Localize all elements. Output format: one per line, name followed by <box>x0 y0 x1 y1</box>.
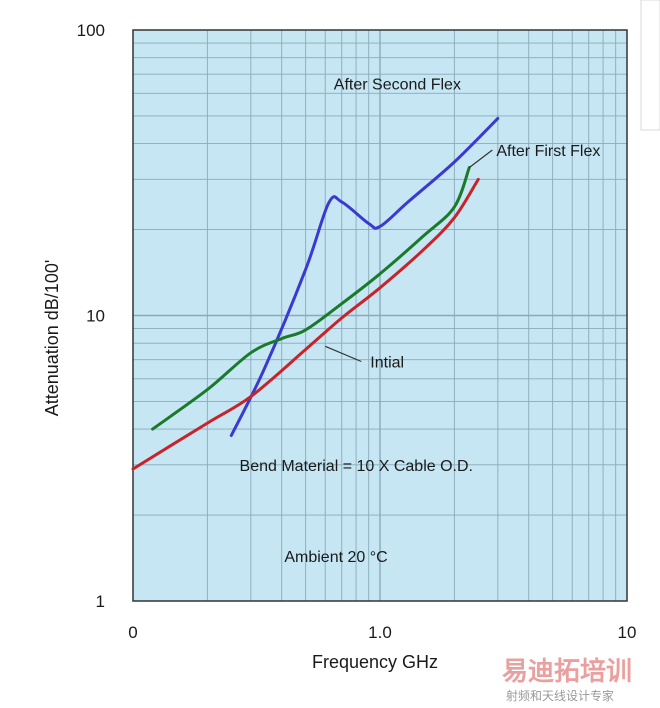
y-tick-label: 10 <box>86 307 105 326</box>
x-tick-label: 10 <box>618 623 637 642</box>
annotation-label: Bend Material = 10 X Cable O.D. <box>240 458 473 475</box>
watermark-logo-text: 易迪拓培训 <box>502 657 632 687</box>
watermark-subtitle: 射频和天线设计专家 <box>506 688 614 703</box>
x-axis-title: Frequency GHz <box>312 652 438 672</box>
y-tick-label: 100 <box>77 21 105 40</box>
y-axis-title: Attenuation dB/100' <box>42 260 62 417</box>
annotation-label: Intial <box>370 355 404 372</box>
series-line-after-first-flex <box>151 166 471 431</box>
x-tick-label: 1.0 <box>368 623 392 642</box>
grid <box>133 30 627 601</box>
annotation-leader <box>468 149 493 168</box>
annotation-label: After First Flex <box>496 143 600 160</box>
annotation-leader <box>324 345 362 363</box>
annotations-group: After Second Flex After First Flex Intial B… <box>240 76 601 565</box>
series-line-after-second-flex <box>229 116 500 437</box>
series-group <box>131 116 500 471</box>
plot-frame <box>132 29 628 602</box>
x-tick-label: 0 <box>128 623 137 642</box>
series-line-intial <box>131 177 480 471</box>
annotation-label: Ambient 20 °C <box>284 549 387 566</box>
side-panel <box>640 0 660 131</box>
y-tick-label: 1 <box>96 592 105 611</box>
tick-labels: 0 1.0 10 1 10 100 <box>77 21 637 642</box>
annotation-label: After Second Flex <box>334 76 461 93</box>
